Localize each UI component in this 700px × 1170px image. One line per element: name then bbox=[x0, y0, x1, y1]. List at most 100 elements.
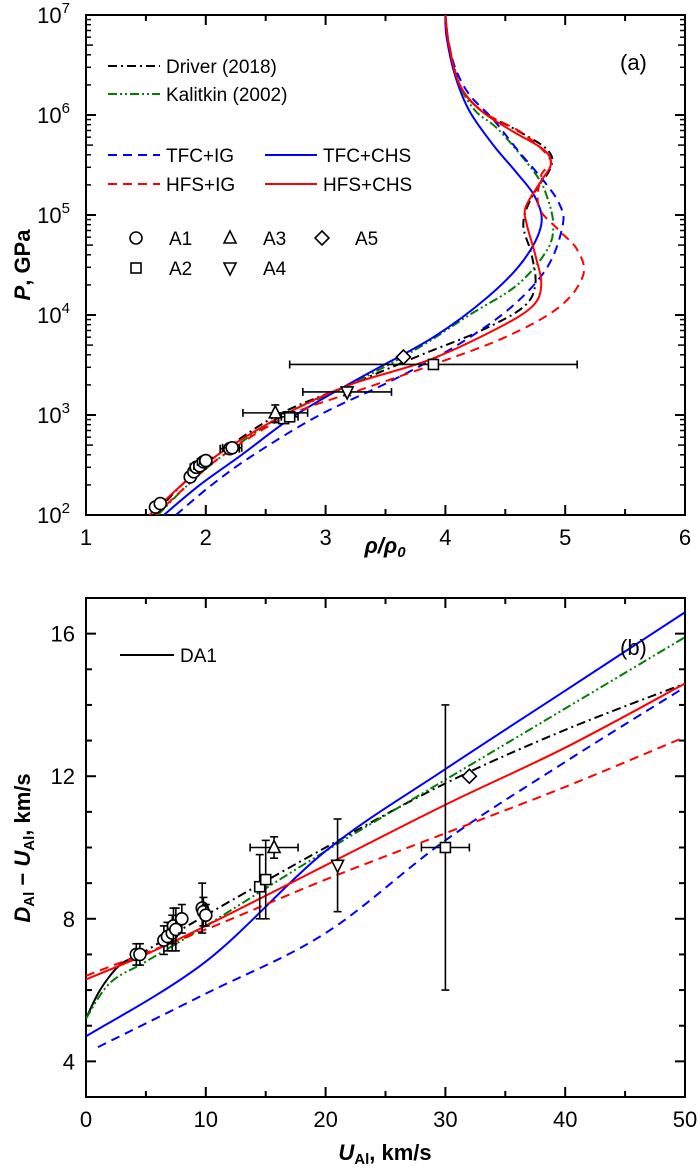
legend-b: DA1 bbox=[120, 646, 217, 667]
y-axis-title-b-unit: , km/s bbox=[10, 773, 35, 835]
y-axis-title-a-var: P bbox=[10, 285, 35, 300]
legend-marker bbox=[222, 262, 238, 277]
data-point-a4 bbox=[330, 859, 345, 875]
y-tick-base: 10 bbox=[37, 503, 61, 528]
y-tick-exponent: 3 bbox=[62, 400, 70, 417]
y-axis-title-b-d: D bbox=[10, 907, 35, 923]
data-point-a3 bbox=[267, 404, 283, 419]
data-point-a2 bbox=[259, 873, 272, 886]
legend-label: TFC+IG bbox=[166, 146, 234, 167]
panel-label-b: (b) bbox=[620, 635, 647, 660]
series-line-hfs-chs bbox=[86, 682, 685, 981]
x-axis-title-b-var: U bbox=[338, 1140, 355, 1165]
data-point-a1 bbox=[225, 440, 239, 455]
y-tick-base: 10 bbox=[37, 303, 61, 328]
y-tick-label: 104 bbox=[37, 300, 70, 328]
data-point-a2 bbox=[427, 358, 440, 371]
x-tick-label: 20 bbox=[313, 1107, 337, 1132]
y-tick-label: 16 bbox=[51, 622, 75, 647]
series-line-kalitkin-2002- bbox=[86, 636, 685, 1020]
y-axis-title-b: DAl − UAl, km/s bbox=[10, 773, 38, 922]
ticks-b bbox=[85, 598, 686, 1097]
data-point-a2 bbox=[283, 410, 296, 423]
y-tick-base: 10 bbox=[37, 103, 61, 128]
data-point-a1 bbox=[133, 947, 147, 962]
legend-label: A1 bbox=[169, 229, 192, 250]
y-tick-exponent: 7 bbox=[62, 0, 70, 17]
y-axis-title-b-u: U bbox=[10, 850, 35, 867]
y-tick-label: 105 bbox=[37, 200, 70, 228]
data-point-a5 bbox=[461, 768, 478, 785]
y-axis-title-b-minus: − bbox=[10, 867, 35, 892]
plot-frame-b bbox=[85, 597, 686, 1098]
panel-label-a: (a) bbox=[620, 50, 647, 75]
x-tick-label: 0 bbox=[80, 1107, 92, 1132]
y-tick-label: 4 bbox=[63, 1049, 75, 1074]
x-axis-title-b: UAl, km/s bbox=[338, 1140, 431, 1168]
y-tick-exponent: 6 bbox=[62, 100, 70, 117]
data-point-a2 bbox=[253, 880, 266, 893]
legend-label: TFC+CHS bbox=[323, 146, 411, 167]
x-tick-label: 40 bbox=[553, 1107, 577, 1132]
markers-a bbox=[148, 348, 578, 514]
y-tick-label: 103 bbox=[37, 400, 70, 428]
y-tick-exponent: 2 bbox=[62, 500, 70, 517]
x-tick-label: 4 bbox=[439, 525, 451, 550]
data-point-a2 bbox=[439, 841, 452, 854]
data-point-a1 bbox=[175, 911, 189, 926]
y-tick-label: 12 bbox=[51, 764, 75, 789]
legend-marker bbox=[313, 229, 331, 247]
legend-label: HFS+CHS bbox=[323, 175, 412, 196]
legend-label: Driver (2018) bbox=[166, 57, 277, 78]
y-axis-title-b-usub: Al bbox=[21, 836, 38, 851]
series-line-tfc-chs bbox=[86, 611, 685, 1038]
data-point-a3 bbox=[266, 838, 282, 854]
series-line-tfc-chs bbox=[163, 15, 543, 515]
legend-marker bbox=[130, 262, 142, 274]
data-point-a1 bbox=[199, 908, 213, 923]
tick-labels-b: 0 10 20 30 40 50 4 8 12 16 bbox=[51, 622, 698, 1132]
data-point-a5 bbox=[395, 348, 412, 366]
data-point-a1 bbox=[199, 453, 213, 468]
x-axis-title-b-unit: , km/s bbox=[369, 1140, 431, 1165]
x-axis-title-b-sub: Al bbox=[354, 1151, 369, 1168]
legend-a: Driver (2018) Kalitkin (2002) TFC+IG TFC+CH… bbox=[108, 57, 412, 280]
legend-label: A3 bbox=[263, 229, 286, 250]
ticks-a bbox=[85, 14, 686, 516]
y-tick-label: 102 bbox=[37, 500, 70, 528]
series-line-hfs-ig bbox=[86, 736, 685, 977]
y-axis-title-b-dsub: Al bbox=[21, 892, 38, 907]
legend-label: A5 bbox=[355, 229, 378, 250]
data-point-a1 bbox=[153, 496, 168, 511]
legend-marker bbox=[222, 229, 238, 244]
legend-label: A4 bbox=[263, 259, 287, 280]
x-axis-title-a-sub: 0 bbox=[397, 544, 406, 561]
x-tick-label: 30 bbox=[433, 1107, 457, 1132]
series-line-da1 bbox=[86, 953, 141, 1020]
y-tick-label: 8 bbox=[63, 907, 75, 932]
series-line-tfc-ig bbox=[175, 15, 565, 515]
series-line-driver-2018- bbox=[139, 682, 685, 956]
series-b bbox=[86, 611, 685, 1048]
y-tick-base: 10 bbox=[37, 3, 61, 28]
series-line-tfc-ig bbox=[97, 686, 685, 1048]
y-tick-label: 107 bbox=[37, 0, 70, 28]
y-tick-label: 106 bbox=[37, 100, 70, 128]
y-tick-exponent: 4 bbox=[62, 300, 70, 317]
x-tick-label: 3 bbox=[319, 525, 331, 550]
x-tick-label: 6 bbox=[679, 525, 691, 550]
legend-label: DA1 bbox=[180, 646, 217, 667]
x-tick-label: 1 bbox=[80, 525, 92, 550]
y-axis-title-a: P, GPa bbox=[10, 229, 35, 301]
x-tick-label: 10 bbox=[194, 1107, 218, 1132]
y-tick-base: 10 bbox=[37, 403, 61, 428]
legend-marker bbox=[129, 231, 143, 245]
legend-label: HFS+IG bbox=[166, 175, 235, 196]
legend-label: Kalitkin (2002) bbox=[166, 85, 287, 106]
x-axis-title-a: ρ/ρ0 bbox=[363, 533, 406, 561]
data-point-a4 bbox=[339, 386, 355, 401]
